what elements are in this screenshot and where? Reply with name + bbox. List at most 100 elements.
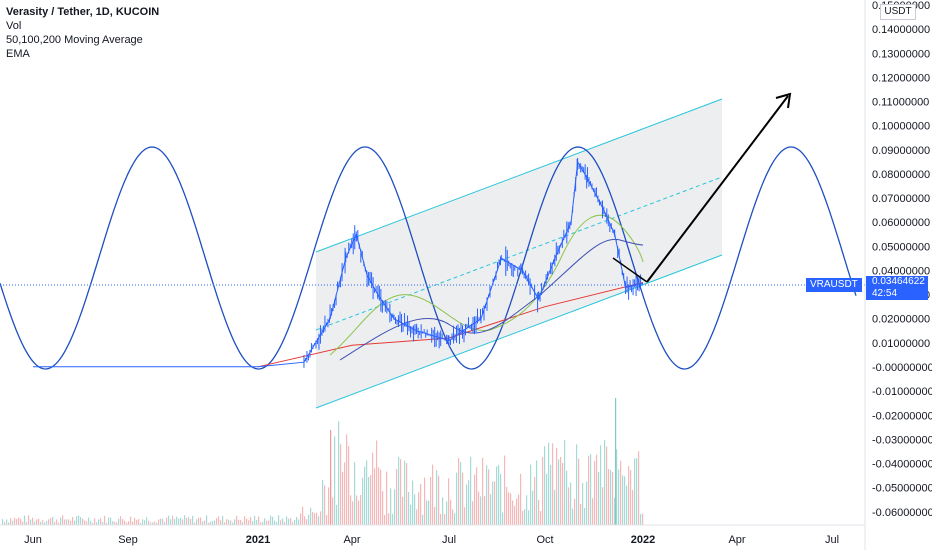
- volume-bar: [444, 514, 446, 525]
- volume-bar: [490, 494, 492, 525]
- volume-bar: [198, 517, 200, 525]
- volume-bar: [536, 460, 538, 525]
- volume-bar: [304, 516, 306, 525]
- volume-bar: [606, 446, 608, 525]
- volume-bar: [10, 518, 12, 525]
- channel-upper-line[interactable]: [315, 98, 723, 253]
- price-tick-label: -0.06000000: [872, 507, 932, 519]
- volume-bar: [588, 456, 590, 525]
- volume-bar: [344, 462, 346, 525]
- volume-bar: [82, 518, 84, 525]
- volume-bar: [500, 473, 502, 525]
- volume-bar: [172, 515, 174, 525]
- volume-bar: [232, 522, 234, 525]
- volume-bar: [416, 509, 418, 525]
- volume-bar: [534, 477, 536, 525]
- volume-bar: [364, 466, 366, 525]
- sine-wave-drawing[interactable]: [0, 146, 857, 370]
- volume-indicator-label[interactable]: Vol: [6, 20, 22, 32]
- volume-bar: [212, 521, 214, 525]
- volume-bar: [540, 511, 542, 525]
- volume-bar: [302, 506, 304, 525]
- volume-bar: [322, 479, 324, 525]
- volume-bar: [562, 462, 564, 525]
- volume-bar: [188, 516, 190, 525]
- arrow-tail[interactable]: [612, 257, 648, 283]
- volume-bar: [596, 454, 598, 525]
- projection-arrow[interactable]: [612, 92, 792, 283]
- volume-bar: [54, 521, 56, 525]
- volume-bar: [152, 522, 154, 525]
- volume-bar: [144, 520, 146, 525]
- time-tick-label: Oct: [536, 534, 553, 546]
- arrow-head[interactable]: [775, 92, 792, 109]
- volume-bar: [326, 514, 328, 525]
- volume-bar: [568, 487, 570, 525]
- volume-bar: [488, 469, 490, 525]
- volume-bar: [336, 504, 338, 525]
- volume-bar: [204, 520, 206, 525]
- price-tick-label: -0.05000000: [872, 483, 932, 495]
- volume-bar: [494, 481, 496, 525]
- volume-bar: [62, 515, 64, 525]
- volume-bar: [216, 518, 218, 525]
- volume-bar: [572, 508, 574, 525]
- price-tick-label: 0.10000000: [872, 121, 930, 133]
- volume-bar: [626, 485, 628, 525]
- volume-bar: [166, 517, 168, 525]
- volume-bar: [20, 518, 22, 525]
- volume-bar: [46, 521, 48, 525]
- volume-bar: [368, 477, 370, 525]
- volume-bar: [158, 519, 160, 525]
- time-axis[interactable]: Jun Sep 2021 Apr Jul Oct 2022 Apr Jul: [24, 534, 839, 546]
- volume-bars: [2, 398, 644, 525]
- volume-bar: [508, 492, 510, 525]
- currency-label[interactable]: USDT: [880, 4, 916, 20]
- volume-bar: [386, 471, 388, 525]
- regression-channel[interactable]: [315, 98, 723, 409]
- volume-bar: [270, 515, 272, 525]
- volume-bar: [346, 434, 348, 525]
- volume-bar: [230, 520, 232, 525]
- volume-bar: [254, 515, 256, 525]
- volume-bar: [318, 516, 320, 525]
- volume-bar: [362, 477, 364, 525]
- volume-bar: [410, 504, 412, 525]
- volume-bar: [274, 520, 276, 525]
- volume-bar: [222, 515, 224, 525]
- volume-bar: [486, 465, 488, 525]
- volume-bar: [558, 459, 560, 525]
- sine-curve[interactable]: [0, 146, 857, 370]
- volume-bar: [306, 519, 308, 525]
- ema-indicator-label[interactable]: EMA: [6, 48, 30, 60]
- volume-bar: [340, 444, 342, 525]
- volume-bar: [278, 515, 280, 525]
- volume-bar: [80, 517, 82, 525]
- volume-bar: [298, 519, 300, 525]
- volume-bar: [378, 467, 380, 525]
- volume-bar: [288, 518, 290, 525]
- volume-bar: [552, 443, 554, 525]
- time-tick-label: 2022: [631, 534, 655, 546]
- channel-lower-line[interactable]: [315, 254, 723, 409]
- volume-bar: [406, 462, 408, 525]
- volume-bar: [214, 520, 216, 525]
- arrow-shaft[interactable]: [646, 95, 789, 283]
- volume-bar: [598, 472, 600, 525]
- volume-bar: [512, 500, 514, 525]
- volume-bar: [602, 487, 604, 525]
- volume-bar: [160, 518, 162, 525]
- volume-bar: [348, 445, 350, 525]
- volume-bar: [612, 472, 614, 525]
- moving-average-indicator-label[interactable]: 50,100,200 Moving Average: [6, 34, 143, 46]
- volume-bar: [266, 520, 268, 525]
- volume-bar: [60, 517, 62, 525]
- volume-bar: [514, 506, 516, 525]
- price-axis[interactable]: 0.150000000.140000000.130000000.12000000…: [872, 0, 932, 519]
- volume-bar: [86, 521, 88, 525]
- symbol-title[interactable]: Verasity / Tether, 1D, KUCOIN: [6, 6, 160, 18]
- volume-bar: [92, 522, 94, 525]
- volume-bar: [42, 520, 44, 525]
